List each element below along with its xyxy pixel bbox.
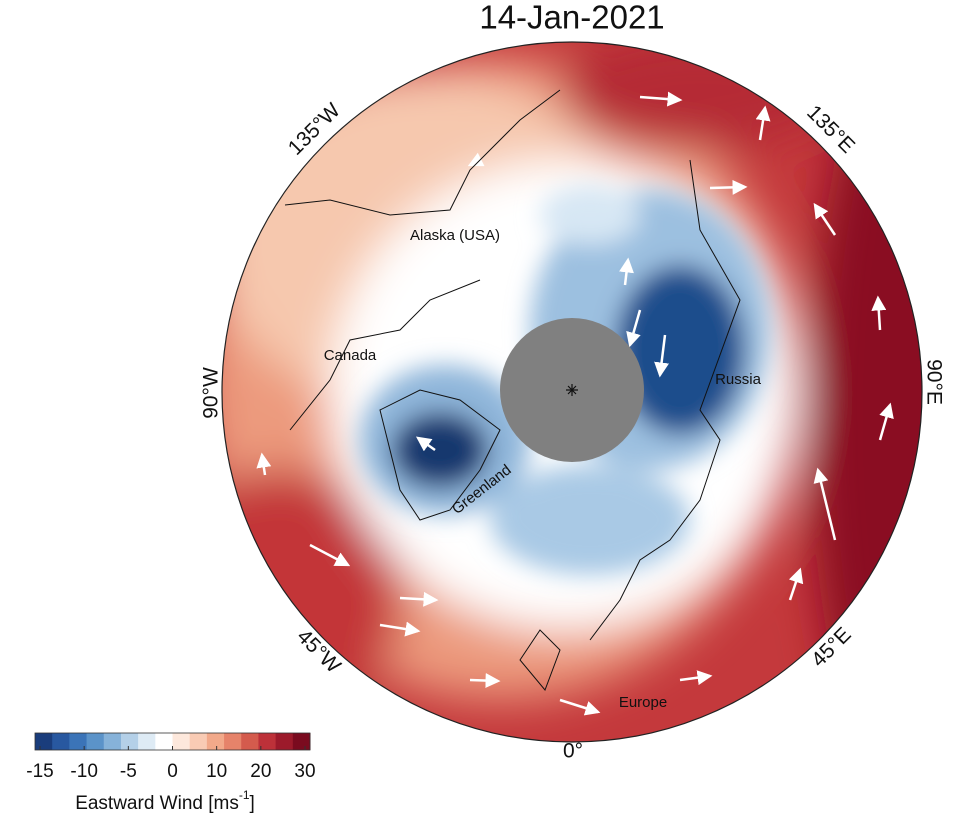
region-label: Europe <box>619 694 667 711</box>
longitude-label: 90°W <box>200 367 223 419</box>
colorbar-swatch <box>292 733 311 750</box>
colorbar-tick-label: 20 <box>250 761 271 782</box>
colorbar-tick-label: 30 <box>294 761 315 782</box>
colorbar-swatch <box>224 733 242 750</box>
colorbar-swatch <box>69 733 88 750</box>
colorbar-swatch <box>155 733 173 750</box>
longitude-label: 90°E <box>922 359 945 405</box>
colorbar-swatch <box>86 733 105 750</box>
wind-arrows <box>256 91 894 716</box>
colorbar-swatch <box>138 733 156 750</box>
colorbar-swatch <box>275 733 294 750</box>
colorbar-swatch <box>172 733 191 750</box>
colorbar-swatch <box>103 733 122 750</box>
colorbar-tick-label: 10 <box>206 761 227 782</box>
colorbar-label-text: ] <box>250 793 255 814</box>
pole-marker <box>566 384 578 396</box>
colorbar-tick-label: -10 <box>70 761 97 782</box>
coastlines <box>284 89 741 691</box>
region-label: Russia <box>715 371 762 388</box>
colorbar-label-exponent: -1 <box>239 788 250 802</box>
region-label: Canada <box>324 347 377 364</box>
colorbar-swatch <box>52 733 70 750</box>
title: 14-Jan-2021 <box>479 0 664 36</box>
colorbar: -15 -10 -5 0 10 20 30 <box>26 732 316 782</box>
colorbar-swatch <box>120 733 139 750</box>
colorbar-label-text: Eastward Wind [ms <box>75 793 239 814</box>
region-label: Alaska (USA) <box>410 227 500 244</box>
map-outline <box>221 41 923 743</box>
colorbar-swatch <box>241 733 259 750</box>
colorbar-tick-label: -15 <box>26 761 53 782</box>
colorbar-swatch <box>258 733 277 750</box>
colorbar-label: Eastward Wind [ms-1] <box>75 788 255 814</box>
colorbar-tick-label: -5 <box>120 761 137 782</box>
colorbar-swatch <box>189 733 208 750</box>
colorbar-swatch <box>35 733 53 750</box>
wind-field <box>222 42 922 742</box>
colorbar-tick-label: 0 <box>167 761 178 782</box>
colorbar-swatch <box>206 733 225 750</box>
longitude-label: 0° <box>563 740 583 763</box>
